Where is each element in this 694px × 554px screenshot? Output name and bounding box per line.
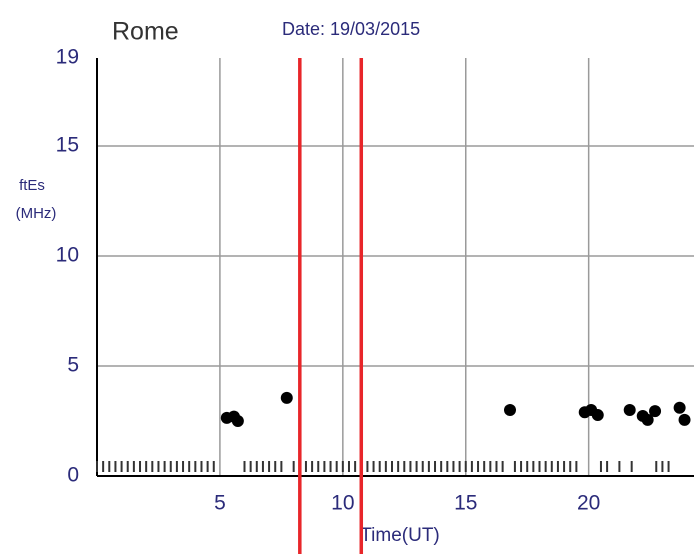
y-tick-label: 5 [67,354,79,377]
y-axis-label: (MHz) [16,205,57,222]
x-tick-label: 20 [577,492,600,515]
chart-title: Rome [112,18,179,46]
data-point [591,409,604,422]
x-tick-label: 15 [454,492,477,515]
data-point [649,405,662,418]
data-point [231,415,244,427]
data-point [623,404,636,416]
y-tick-label: 10 [56,244,79,267]
y-tick-label: 15 [56,134,79,157]
y-tick-label: 19 [56,46,79,69]
chart-subtitle: Date: 19/03/2015 [282,19,420,39]
x-axis-label: Time(UT) [360,525,440,546]
data-point [673,401,686,414]
x-tick-label: 10 [331,492,354,515]
data-point [280,391,293,404]
data-point [504,404,516,416]
x-tick-label: 5 [214,492,226,515]
data-point [641,413,654,426]
y-axis-label: ftEs [19,177,45,194]
y-tick-label: 0 [67,464,79,487]
data-point [678,413,691,426]
